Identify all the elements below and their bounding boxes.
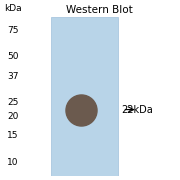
FancyBboxPatch shape <box>51 17 118 176</box>
Text: kDa: kDa <box>4 4 22 13</box>
Title: Western Blot: Western Blot <box>66 5 133 15</box>
Text: 22kDa: 22kDa <box>121 105 153 115</box>
Point <box>80 108 83 111</box>
